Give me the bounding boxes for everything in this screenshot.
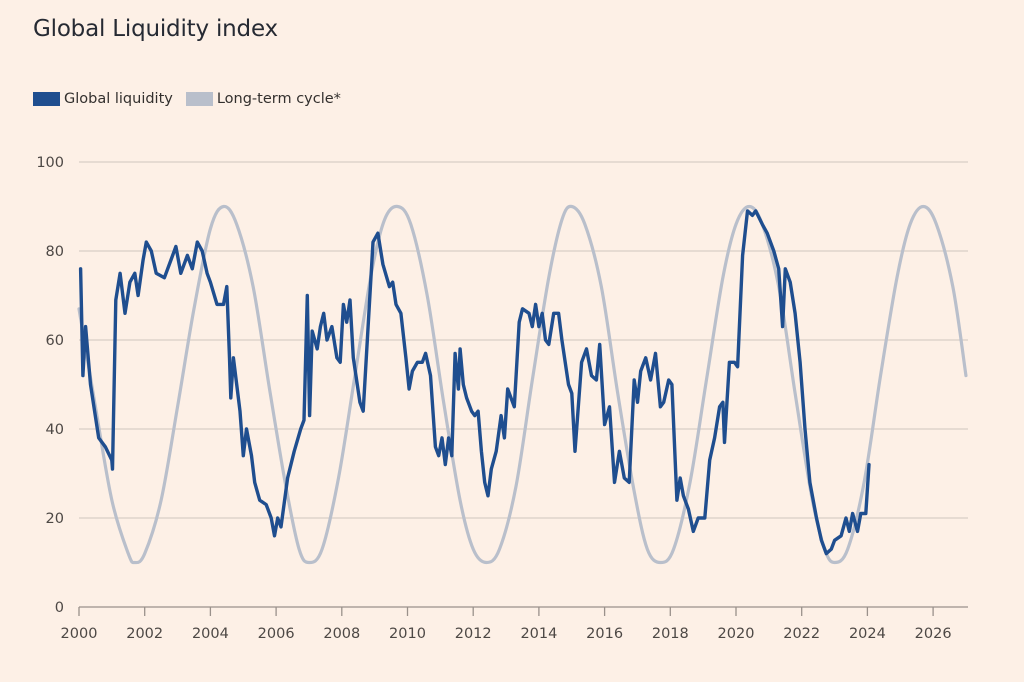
y-tick-label: 0 bbox=[55, 600, 64, 616]
x-tick-label: 2008 bbox=[323, 626, 360, 642]
legend-label-long-term-cycle: Long-term cycle* bbox=[216, 91, 341, 107]
x-tick-label: 2002 bbox=[126, 626, 163, 642]
legend-swatch-long-term-cycle bbox=[185, 92, 213, 106]
series-lines bbox=[77, 204, 968, 565]
chart-title: Global Liquidity index bbox=[33, 16, 278, 42]
x-tick-label: 2016 bbox=[586, 626, 623, 642]
x-tick-label: 2020 bbox=[718, 626, 755, 642]
y-tick-label: 100 bbox=[36, 155, 64, 171]
x-tick-label: 2014 bbox=[520, 626, 557, 642]
y-axis-ticks: 0 20 40 60 80 100 bbox=[36, 155, 64, 616]
x-tick-label: 2006 bbox=[258, 626, 295, 642]
y-tick-label: 80 bbox=[46, 244, 64, 260]
legend-item-long-term-cycle: Long-term cycle* bbox=[185, 91, 341, 107]
x-tick-label: 2010 bbox=[389, 626, 426, 642]
y-tick-label: 40 bbox=[46, 422, 64, 438]
x-tick-label: 2024 bbox=[849, 626, 886, 642]
series-line-global-liquidity bbox=[78, 209, 871, 556]
gridlines bbox=[79, 161, 968, 519]
x-tick-label: 2000 bbox=[61, 626, 98, 642]
x-axis: 2000 2002 2004 2006 2008 2010 2012 2014 2016 2018… bbox=[61, 606, 968, 642]
legend-swatch-global-liquidity bbox=[33, 92, 60, 106]
legend: Global liquidity Long-term cycle* bbox=[33, 91, 354, 107]
x-tick-label: 2026 bbox=[915, 626, 952, 642]
x-tick-label: 2004 bbox=[192, 626, 229, 642]
y-tick-label: 60 bbox=[46, 333, 64, 349]
legend-label-global-liquidity: Global liquidity bbox=[64, 91, 173, 107]
x-tick-label: 2012 bbox=[455, 626, 492, 642]
series-line-long-term-cycle bbox=[77, 204, 968, 565]
x-tick-label: 2022 bbox=[783, 626, 820, 642]
y-tick-label: 20 bbox=[46, 511, 64, 527]
x-tick-label: 2018 bbox=[652, 626, 689, 642]
legend-item-global-liquidity: Global liquidity bbox=[33, 91, 173, 107]
